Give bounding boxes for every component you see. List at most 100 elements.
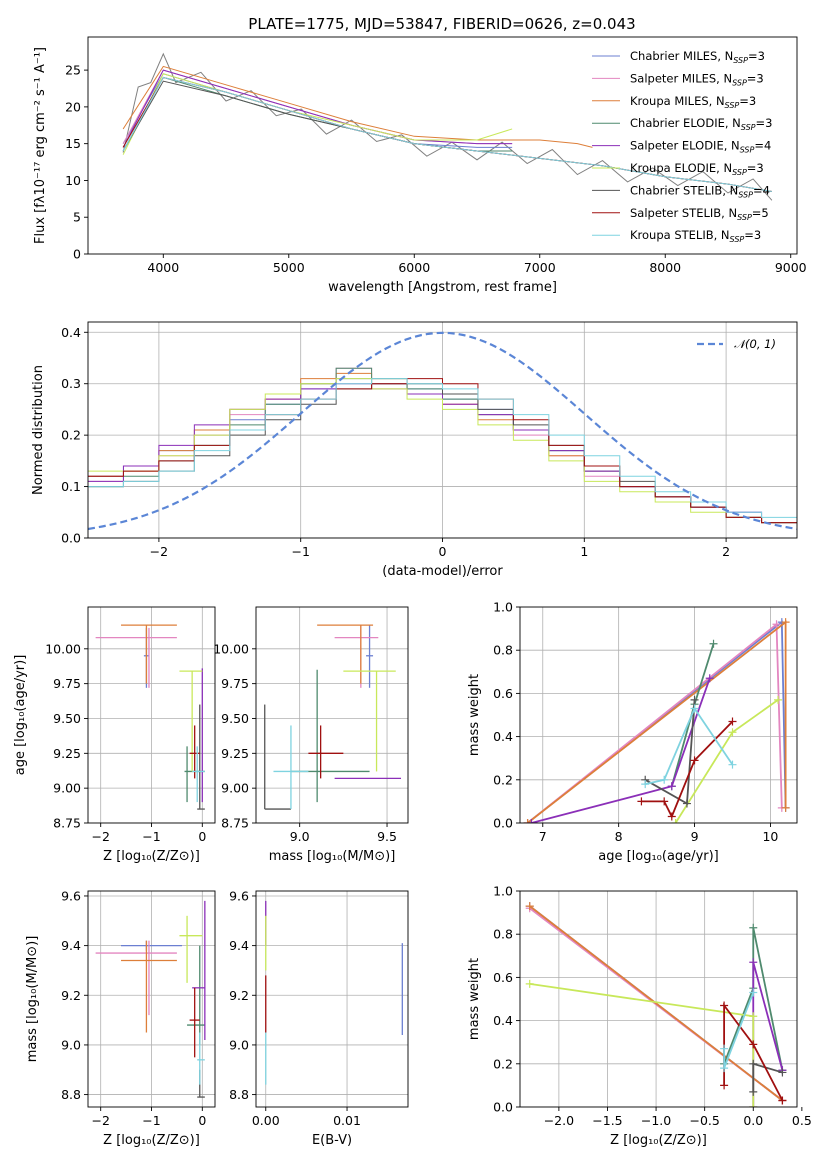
y-tick-label: 0.3 [61,376,81,391]
histogram-series [88,378,797,524]
weight-line [752,1062,783,1092]
legend-label: Salpeter STELIB, NSSP=5 [630,206,769,222]
x-tick-label: 0 [198,1113,206,1128]
y-tick-label: 25 [65,63,81,78]
y-tick-label: 9.25 [221,746,249,761]
y-tick-label: 5 [73,210,81,225]
legend-label: Chabrier ELODIE, NSSP=3 [630,116,772,132]
y-tick-label: 0.4 [493,1013,513,1028]
panel-age_vs_Z: −2 −1 0 8.75 9.00 9.25 9.50 9.75 10.00 Z [log₁₀(Z… [13,606,216,864]
axes-frame [255,890,409,1108]
y-tick-label: 0.6 [493,970,513,985]
plot-area [256,891,408,1107]
plot-area [520,607,797,823]
plot-area [88,607,215,823]
y-tick-label: 10 [65,173,81,188]
weight-marker [749,1059,758,1068]
x-tick-label: 7 [539,829,547,844]
weight-marker [720,1001,729,1010]
legend-suffix: =4 [753,183,770,197]
legend-subscript: SSP [730,235,745,244]
y-axis-label: Normed distribution [31,365,46,495]
x-tick-label: 2 [722,544,730,559]
weight-marker [523,819,532,823]
x-tick-label: 7000 [524,260,556,275]
legend-subscript: SSP [733,56,748,65]
plot-area [88,322,797,538]
y-tick-label: 9.50 [221,711,249,726]
x-tick-label: −0.5 [689,1113,719,1128]
axes-frame [255,606,409,824]
weight-marker [667,812,676,821]
legend-label: Kroupa MILES, NSSP=3 [630,94,756,110]
weight-marker [749,923,758,932]
x-axis-label: age [log₁₀(age/yr)] [598,849,719,864]
model-spectrum [122,69,513,148]
x-tick-label: 0 [198,829,206,844]
y-axis-label: mass [log₁₀(M/M⊙)] [25,936,40,1063]
panel-weight_vs_age: 7 8 9 10 0.0 0.2 0.4 0.6 0.8 1.0 age [log₁₀(age/yr… [467,600,798,864]
panel-residuals: 𝒩(0, 1) −2 −1 0 1 2 0.0 0.1 0.2 0.3 0.4 (data-model… [31,321,798,579]
y-tick-label: 0.1 [61,479,81,494]
x-axis-label: Z [log₁₀(Z/Z⊙)] [103,849,200,864]
y-tick-label: 0 [73,247,81,262]
y-tick-label: 0.6 [493,686,513,701]
weight-line [529,905,783,1102]
x-tick-label: 4000 [147,260,179,275]
weight-marker [772,620,781,629]
axes-frame [519,890,798,1108]
y-tick-label: 9.00 [53,781,81,796]
x-tick-label: 9 [691,829,699,844]
weight-marker [690,695,699,704]
x-axis-label: wavelength [Angstrom, rest frame] [328,280,557,295]
legend-suffix: =3 [744,228,761,242]
y-tick-label: 9.6 [229,888,249,903]
weight-marker [667,782,676,791]
x-axis-label: Z [log₁₀(Z/Z⊙)] [103,1133,200,1148]
x-tick-label: −1.0 [641,1113,671,1128]
x-tick-label: −1.5 [592,1113,622,1128]
plot-area [122,52,773,201]
legend-label: Chabrier MILES, NSSP=3 [630,49,765,65]
weight-marker [682,799,691,808]
y-tick-label: 10.00 [45,641,81,656]
weight-marker [709,639,718,648]
x-tick-label: −2 [91,829,109,844]
y-tick-label: 8.8 [61,1087,81,1102]
plot-area [88,891,215,1107]
legend-subscript: SSP [732,78,747,87]
y-axis-label: mass weight [467,674,482,756]
weight-line [529,982,755,1107]
y-axis-label: mass weight [467,958,482,1040]
x-tick-label: 8 [615,829,623,844]
y-tick-label: 9.0 [61,1037,81,1052]
y-tick-label: 9.6 [61,888,81,903]
weight-marker [728,717,737,726]
x-tick-label: 0.01 [333,1113,361,1128]
x-tick-label: −1 [142,829,160,844]
legend-suffix: =4 [754,139,771,153]
weight-marker [749,1087,758,1096]
y-tick-label: 10.00 [213,641,249,656]
y-tick-label: 1.0 [493,884,513,899]
x-tick-label: −2.0 [544,1113,574,1128]
x-tick-label: 0.00 [252,1113,280,1128]
y-tick-label: 1.0 [493,600,513,615]
model-spectrum [122,65,593,148]
y-tick-label: 9.50 [53,711,81,726]
weight-marker [781,803,790,812]
x-tick-label: −2 [91,1113,109,1128]
x-tick-label: 6000 [398,260,430,275]
gaussian-curve [88,331,797,531]
panel-mass_vs_Z: −2 −1 0 8.8 9.0 9.2 9.4 9.6 Z [log₁₀(Z/Z⊙)] mass … [25,888,216,1148]
x-tick-label: −2 [150,544,168,559]
x-tick-label: 8000 [649,260,681,275]
x-tick-label: 9000 [775,260,807,275]
legend-label: 𝒩(0, 1) [734,337,776,351]
x-tick-label: 10 [762,829,778,844]
x-tick-label: −1 [142,1113,160,1128]
legend-label: Salpeter ELODIE, NSSP=4 [630,139,771,155]
x-axis-label: mass [log₁₀(M/M⊙)] [269,849,396,864]
y-tick-label: 9.75 [221,676,249,691]
